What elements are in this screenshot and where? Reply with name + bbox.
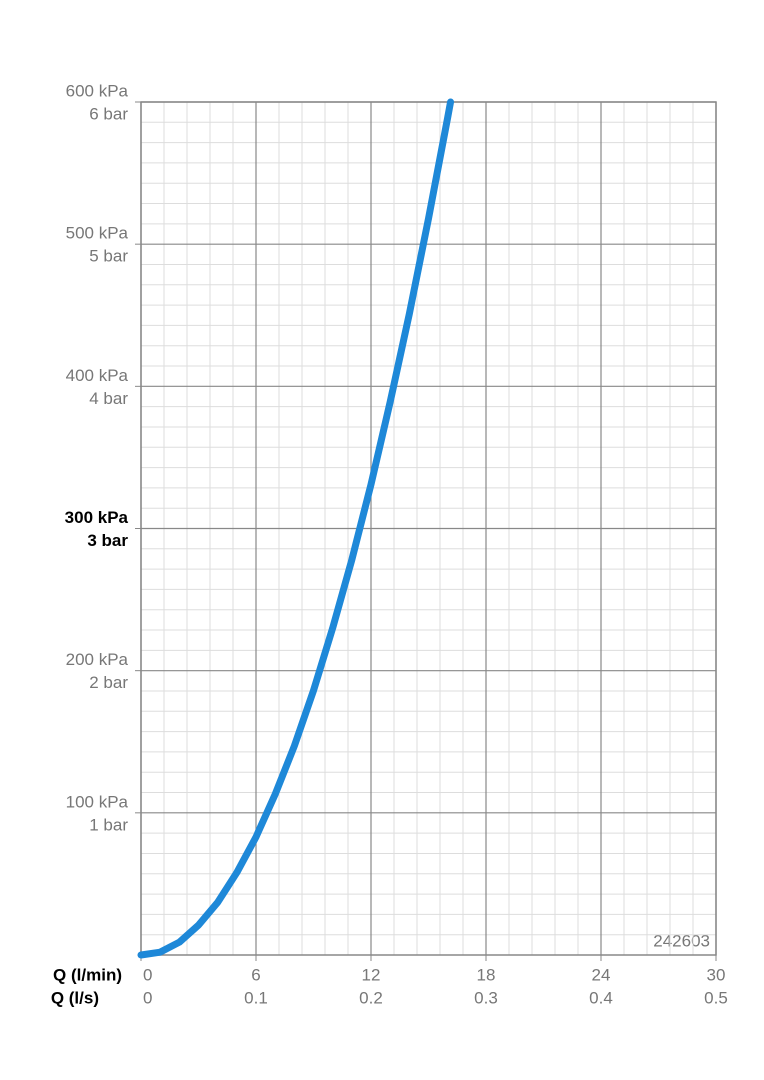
x2-tick-label: 0.2: [359, 988, 383, 1007]
annotation: 242603: [653, 931, 710, 950]
y-tick-label: 300 kPa: [65, 508, 129, 527]
y-tick-label: 400 kPa: [66, 366, 129, 385]
y-tick-label: 600 kPa: [66, 81, 129, 100]
x2-axis-label: Q (l/s): [51, 988, 99, 1007]
x2-tick-label: 0.1: [244, 988, 268, 1007]
y2-tick-label: 1 bar: [89, 815, 128, 834]
y2-tick-label: 4 bar: [89, 389, 128, 408]
y2-tick-label: 2 bar: [89, 673, 128, 692]
x2-tick-label: 0: [143, 988, 152, 1007]
x-tick-label: 0: [143, 965, 152, 984]
x-tick-label: 18: [477, 965, 496, 984]
y2-tick-label: 3 bar: [87, 531, 128, 550]
x-tick-label: 12: [362, 965, 381, 984]
x-tick-label: 30: [707, 965, 726, 984]
x-tick-label: 24: [592, 965, 611, 984]
x-axis-label: Q (l/min): [53, 965, 122, 984]
y2-tick-label: 5 bar: [89, 247, 128, 266]
y-tick-label: 200 kPa: [66, 650, 129, 669]
x2-tick-label: 0.3: [474, 988, 498, 1007]
x2-tick-label: 0.4: [589, 988, 613, 1007]
data-line: [137, 98, 455, 959]
y-tick-label: 100 kPa: [66, 792, 129, 811]
x2-tick-label: 0.5: [704, 988, 728, 1007]
y2-tick-label: 6 bar: [89, 104, 128, 123]
x-tick-label: 6: [251, 965, 260, 984]
y-tick-label: 500 kPa: [66, 224, 129, 243]
